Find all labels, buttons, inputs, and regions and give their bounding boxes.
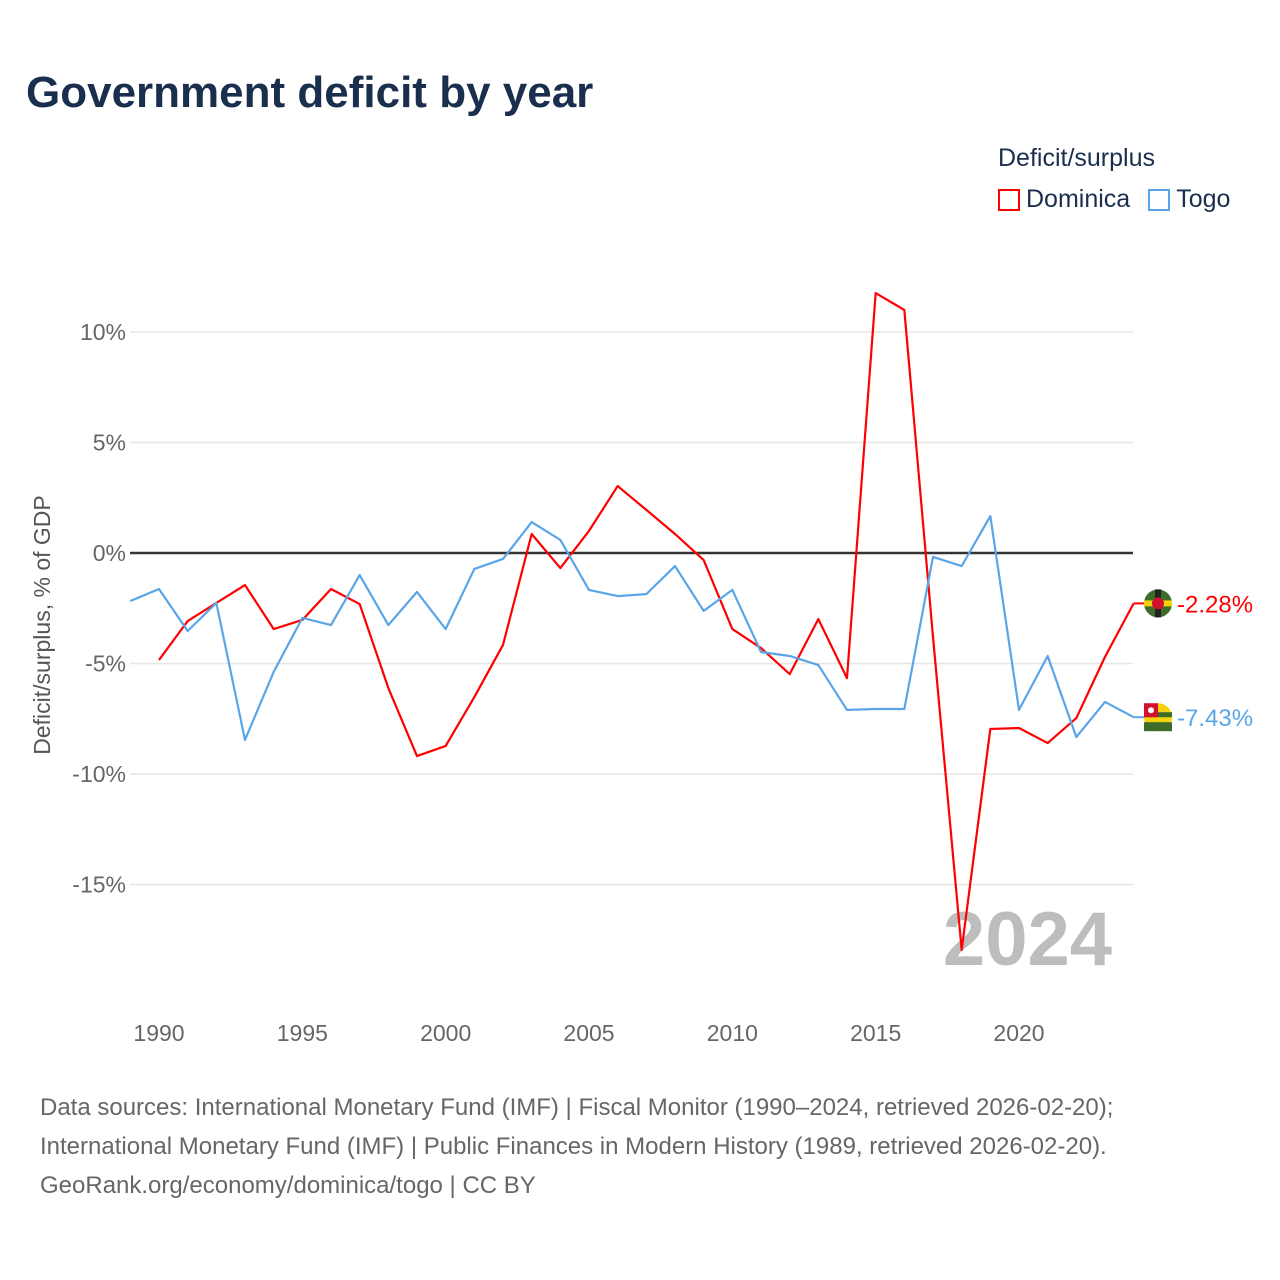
x-tick-label: 2000 [420,1020,471,1046]
end-value-label-dominica: -2.28% [1177,591,1253,618]
flag-star [1148,707,1154,714]
flag-disc [1152,597,1164,610]
footer-source-1: Data sources: International Monetary Fun… [40,1094,1114,1121]
flag-togo-icon [1144,703,1172,732]
series-line-togo [129,514,1135,742]
legend-item-dominica[interactable]: Dominica [998,185,1130,214]
y-tick-label: 10% [80,319,126,345]
legend-swatch-dominica [998,188,1020,211]
x-tick-label: 1990 [133,1020,184,1046]
x-tick-label: 2020 [993,1020,1044,1046]
legend: Dominica Togo [998,185,1230,214]
y-tick-label: 5% [93,430,126,456]
flag-stripe [1144,722,1172,732]
y-tick-label: -15% [72,872,126,898]
chart-title: Government deficit by year [26,68,594,117]
x-tick-label: 1995 [277,1020,328,1046]
x-tick-label: 2005 [563,1020,614,1046]
x-tick-label: 2015 [850,1020,901,1046]
y-tick-label: -5% [85,651,126,677]
legend-title: Deficit/surplus [998,144,1155,172]
legend-label-dominica: Dominica [1026,185,1131,213]
y-tick-label: -10% [72,761,126,787]
footer: Data sources: International Monetary Fun… [40,1088,1113,1205]
y-axis-label: Deficit/surplus, % of GDP [29,495,55,754]
legend-label-togo: Togo [1176,185,1231,213]
footer-source-2: International Monetary Fund (IMF) | Publ… [40,1133,1107,1160]
year-watermark: 2024 [943,897,1112,982]
footer-credit[interactable]: GeoRank.org/economy/dominica/togo | CC B… [40,1172,536,1199]
legend-swatch-togo [1148,188,1171,211]
series-line-dominica [158,292,1135,952]
flag-dominica-icon [1144,589,1172,618]
legend-item-togo[interactable]: Togo [1148,185,1230,214]
y-tick-label: 0% [93,540,126,566]
end-value-label-togo: -7.43% [1177,705,1253,732]
x-tick-label: 2010 [707,1020,758,1046]
